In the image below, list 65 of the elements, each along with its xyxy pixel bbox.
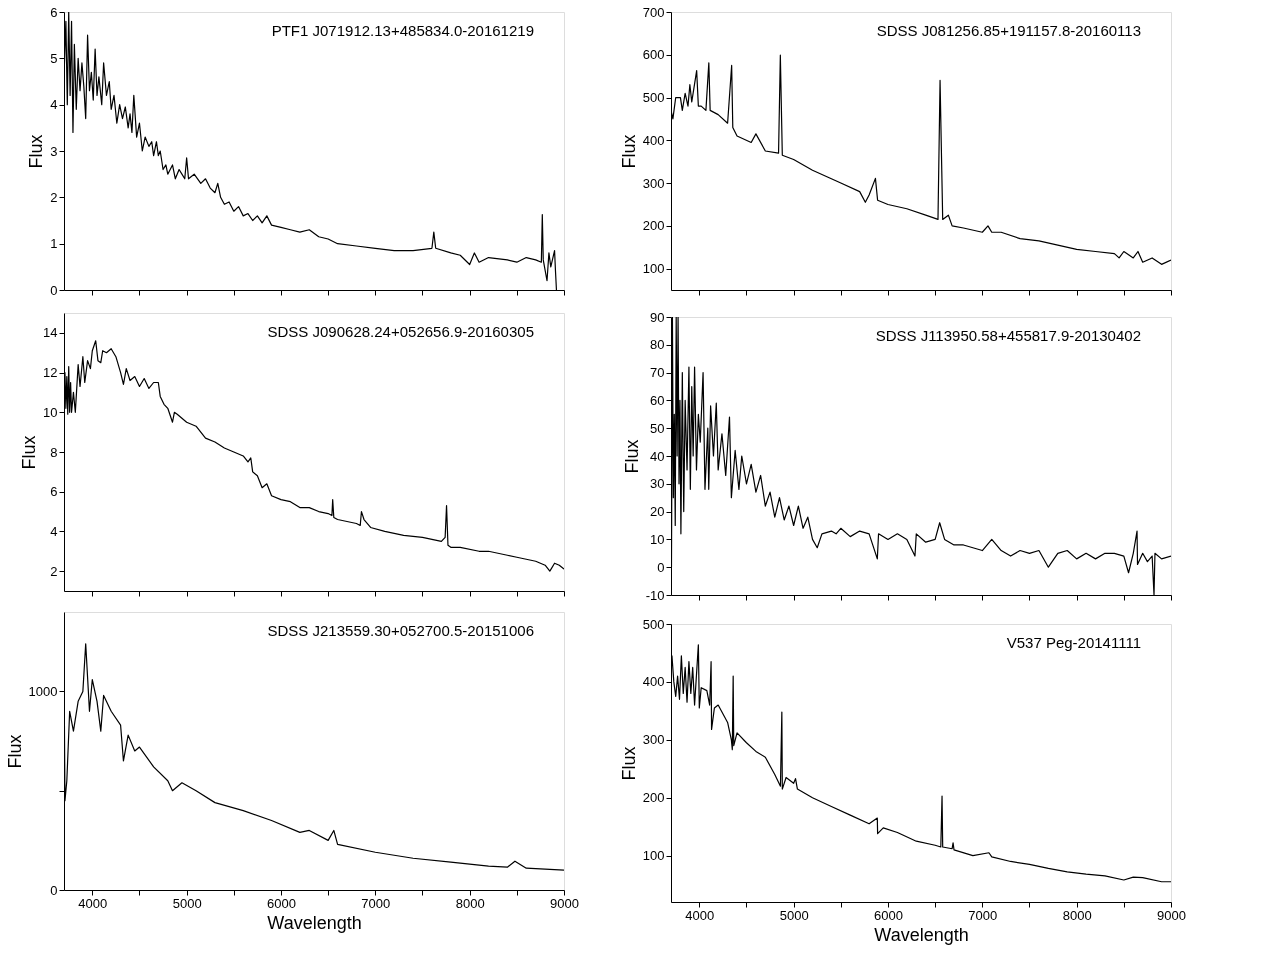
y-tick-label: 0 (657, 559, 665, 575)
y-tick-label: 200 (642, 790, 665, 806)
y-axis-title: Flux (26, 134, 47, 169)
x-tick-label: 5000 (779, 907, 809, 923)
y-axis-title: Flux (618, 746, 639, 781)
y-tick-label: 14 (43, 325, 58, 341)
y-tick-label: 3 (50, 143, 58, 159)
y-tick-label: 0 (50, 882, 58, 898)
y-tick-label: 2 (50, 563, 58, 579)
x-tick-label: 4000 (78, 895, 108, 911)
y-tick-label: 6 (50, 484, 58, 500)
y-tick-label: 1000 (28, 683, 58, 699)
x-tick-label: 5000 (172, 895, 202, 911)
x-tick-label: 8000 (1062, 907, 1092, 923)
x-tick-label: 7000 (968, 907, 998, 923)
y-tick-label: 100 (642, 848, 665, 864)
y-tick-label: 400 (642, 132, 665, 148)
y-tick-label: 100 (642, 261, 665, 277)
y-tick-label: 400 (642, 674, 665, 690)
x-tick-label: 7000 (361, 895, 391, 911)
y-tick-label: 12 (43, 365, 58, 381)
y-tick-label: 90 (650, 309, 665, 325)
y-axis-title: Flux (618, 134, 639, 169)
y-tick-label: 30 (650, 476, 665, 492)
x-axis-title: Wavelength (874, 924, 969, 945)
y-tick-label: -10 (645, 587, 665, 603)
y-tick-label: 300 (642, 175, 665, 191)
y-tick-label: 20 (650, 504, 665, 520)
y-tick-label: 10 (650, 531, 665, 547)
y-axis-title: Flux (621, 439, 642, 474)
text: SDSS J213559.30+052700.5-20151006 (267, 622, 534, 639)
y-tick-label: 5 (50, 50, 58, 66)
y-tick-label: 700 (642, 4, 665, 20)
x-axis-title: Wavelength (267, 912, 362, 933)
y-tick-label: 4 (50, 523, 58, 539)
y-tick-label: 2 (50, 189, 58, 205)
y-tick-label: 10 (43, 404, 58, 420)
y-tick-label: 300 (642, 732, 665, 748)
y-tick-label: 6 (50, 4, 58, 20)
text: PTF1 J071912.13+485834.0-20161219 (271, 22, 534, 39)
text: SDSS J113950.58+455817.9-20130402 (875, 327, 1141, 344)
y-tick-label: 4 (50, 97, 58, 113)
y-tick-label: 500 (642, 90, 665, 106)
x-tick-label: 9000 (550, 895, 579, 911)
y-tick-label: 200 (642, 218, 665, 234)
y-axis-title: Flux (19, 435, 40, 470)
text: SDSS J090628.24+052656.9-20160305 (267, 323, 534, 340)
x-tick-label: 4000 (685, 907, 715, 923)
x-tick-label: 6000 (267, 895, 296, 911)
y-tick-label: 0 (50, 282, 58, 298)
y-tick-label: 60 (650, 392, 665, 408)
y-tick-label: 50 (650, 420, 665, 436)
x-tick-label: 9000 (1157, 907, 1186, 923)
y-tick-label: 70 (650, 365, 665, 381)
y-tick-label: 1 (50, 236, 58, 252)
x-tick-label: 8000 (455, 895, 485, 911)
y-tick-label: 8 (50, 444, 58, 460)
text: V537 Peg-20141111 (1006, 634, 1141, 651)
y-tick-label: 600 (642, 47, 665, 63)
text: SDSS J081256.85+191157.8-20160113 (876, 22, 1141, 39)
y-tick-label: 40 (650, 448, 665, 464)
x-tick-label: 6000 (874, 907, 903, 923)
y-tick-label: 500 (642, 616, 665, 632)
y-axis-title: Flux (4, 734, 25, 769)
y-tick-label: 80 (650, 337, 665, 353)
